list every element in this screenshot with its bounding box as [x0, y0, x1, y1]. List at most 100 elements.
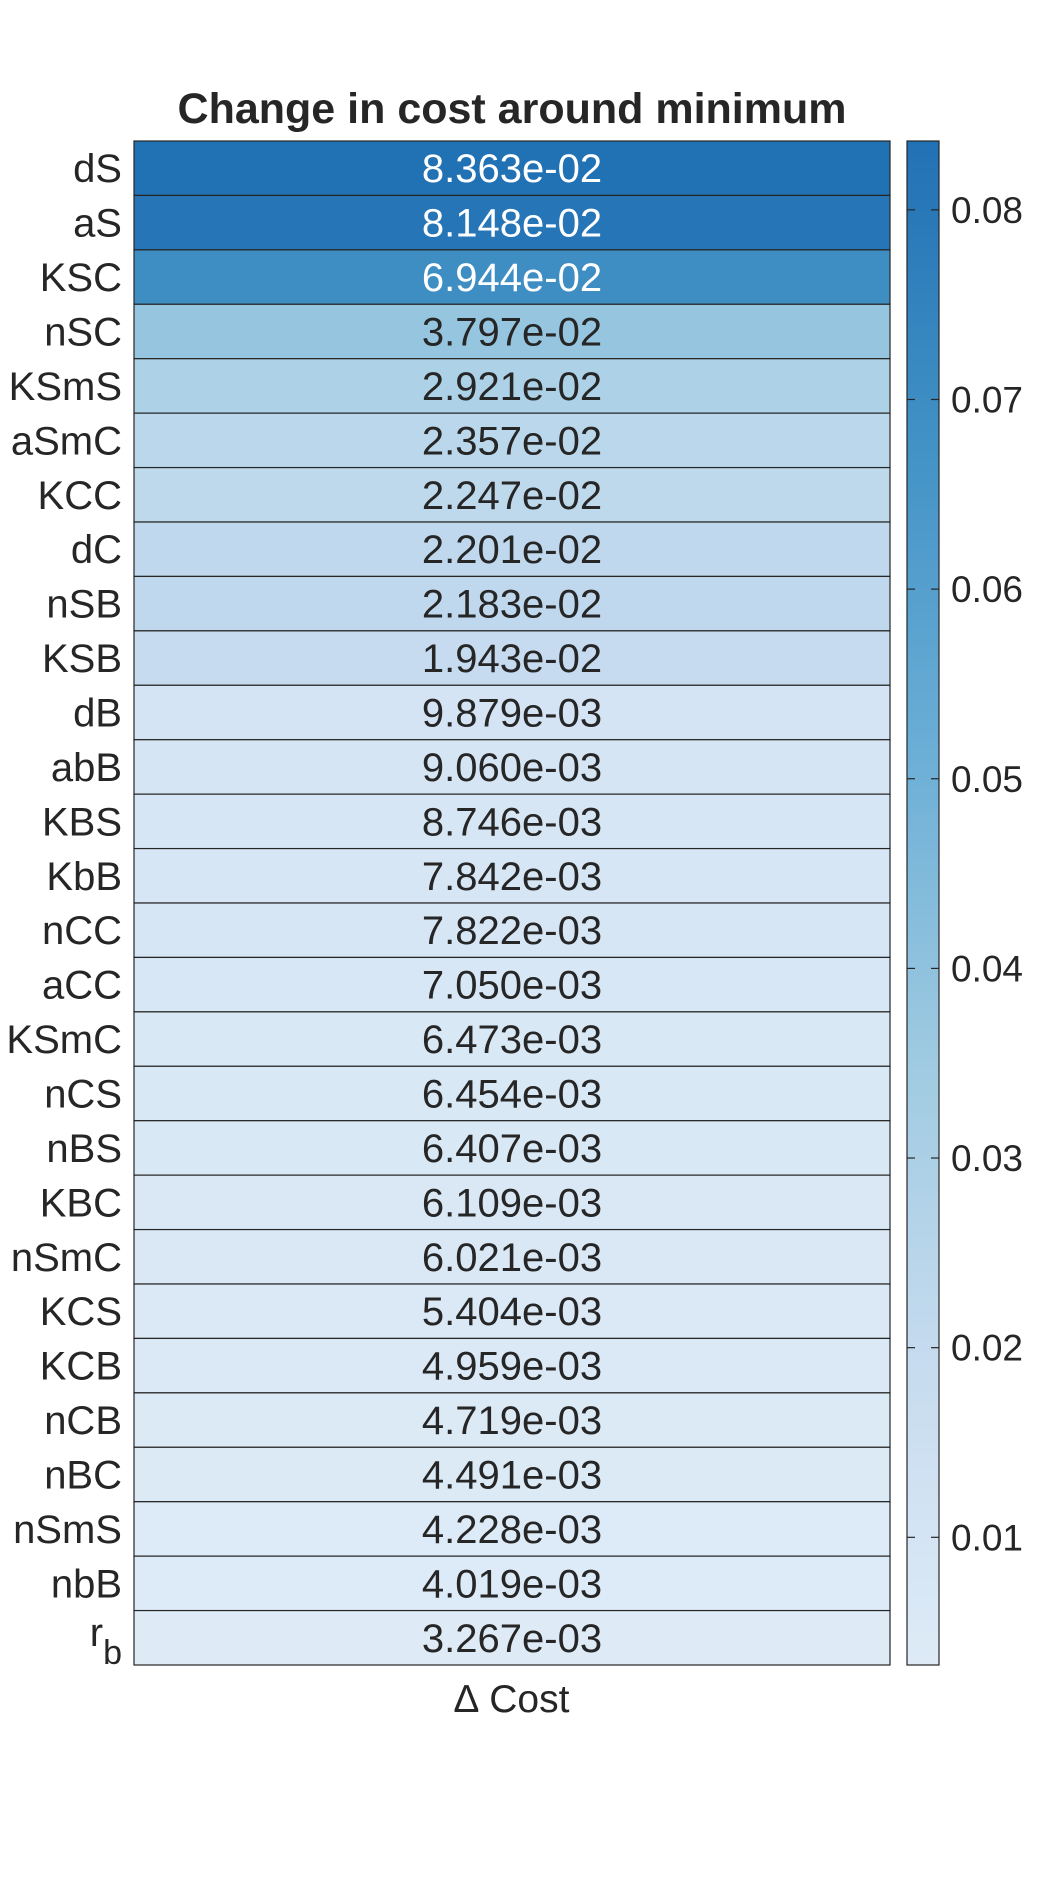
row-label: KbB	[46, 855, 122, 899]
row-label: aSmC	[11, 419, 122, 463]
heatmap-cell	[133, 1283, 891, 1340]
heatmap-cell	[133, 1065, 891, 1122]
heatmap-cell	[133, 1337, 891, 1394]
row-label: KCC	[38, 474, 122, 518]
heatmap-row: 6.021e-03	[133, 1228, 891, 1285]
heatmap-cell	[133, 1011, 891, 1067]
row-label: nBC	[44, 1454, 122, 1498]
row-label: nSmS	[13, 1508, 122, 1552]
row-label: nCS	[44, 1073, 122, 1117]
heatmap-row: 8.148e-02	[133, 194, 891, 251]
heatmap-row: 6.109e-03	[133, 1174, 891, 1231]
cell-value-label: 8.746e-03	[422, 800, 602, 844]
cell-value-label: 1.943e-02	[422, 637, 602, 681]
cell-value-label: 6.109e-03	[422, 1181, 602, 1225]
colorbar-bar	[906, 140, 940, 1666]
row-label: KCB	[40, 1345, 122, 1389]
row-label: nSC	[44, 311, 122, 355]
heatmap-row: 4.959e-03	[133, 1337, 891, 1394]
colorbar: 0.01 0.02 0.03 0.04 0.05 0.06 0.07 0.08	[906, 140, 1023, 1666]
heatmap-cell	[133, 793, 891, 850]
cell-value-label: 8.363e-02	[422, 147, 602, 191]
cell-value-label: 6.407e-03	[422, 1127, 602, 1171]
x-axis-label: ∆ Cost	[455, 1678, 570, 1721]
heatmap-cell	[133, 521, 891, 578]
row-label: KSC	[40, 256, 122, 300]
heatmap-cell	[133, 1555, 891, 1612]
cell-value-label: 2.921e-02	[422, 365, 602, 409]
row-label: KSmS	[9, 365, 122, 409]
colorbar-tick-label: 0.02	[951, 1328, 1023, 1369]
heatmap-row: 5.404e-03	[133, 1283, 891, 1340]
heatmap-cell	[133, 739, 891, 795]
heatmap-cell	[133, 956, 891, 1013]
row-label: dC	[71, 528, 122, 572]
heatmap-row: 3.267e-03	[133, 1609, 891, 1666]
heatmap-cells: 8.363e-02 8.148e-02 6.944e-02 3.797e-02 2.92…	[133, 140, 891, 1666]
row-label: nSB	[46, 583, 122, 627]
colorbar-tick-label: 0.04	[951, 948, 1023, 989]
heatmap-cell	[133, 412, 891, 469]
row-label: rb	[90, 1611, 122, 1672]
heatmap-cell	[133, 140, 891, 197]
cell-value-label: 5.404e-03	[422, 1290, 602, 1334]
row-label: abB	[51, 746, 122, 790]
cell-value-label: 7.822e-03	[422, 909, 602, 953]
row-label: nCB	[44, 1399, 122, 1443]
cell-value-label: 4.719e-03	[422, 1399, 602, 1443]
heatmap-cell	[133, 1228, 891, 1285]
cell-value-label: 2.247e-02	[422, 474, 602, 518]
row-label: KSmC	[6, 1018, 122, 1062]
heatmap-row: 2.183e-02	[133, 575, 891, 632]
cell-value-label: 2.183e-02	[422, 583, 602, 627]
heatmap-row: 3.797e-02	[133, 303, 891, 360]
row-label: aCC	[42, 964, 122, 1008]
cell-value-label: 2.201e-02	[422, 528, 602, 572]
heatmap-row: 7.822e-03	[133, 902, 891, 959]
heatmap-row: 2.921e-02	[133, 358, 891, 414]
heatmap-row: 9.060e-03	[133, 739, 891, 795]
row-label: aS	[73, 202, 122, 246]
heatmap-cell	[133, 194, 891, 251]
heatmap-row: 2.201e-02	[133, 521, 891, 578]
row-labels: dS aS KSC nSC KSmS aSmC KCC dC nSB KSB dB abB KBS KbB…	[6, 147, 122, 1672]
heatmap-row: 8.746e-03	[133, 793, 891, 850]
heatmap-row: 2.357e-02	[133, 412, 891, 469]
heatmap-cell	[133, 1174, 891, 1231]
cell-value-label: 9.060e-03	[422, 746, 602, 790]
heatmap-row: 6.473e-03	[133, 1011, 891, 1067]
cell-value-label: 6.473e-03	[422, 1018, 602, 1062]
heatmap-row: 8.363e-02	[133, 140, 891, 197]
cell-value-label: 7.050e-03	[422, 964, 602, 1008]
row-label: nSmC	[11, 1236, 122, 1280]
heatmap-cell	[133, 249, 891, 305]
row-label: KBC	[40, 1181, 122, 1225]
cell-value-label: 9.879e-03	[422, 692, 602, 736]
chart-title: Change in cost around minimum	[178, 85, 847, 133]
colorbar-tick-label: 0.01	[951, 1517, 1023, 1558]
colorbar-tick-label: 0.05	[951, 759, 1023, 800]
cell-value-label: 4.228e-03	[422, 1508, 602, 1552]
row-label: nCC	[42, 909, 122, 953]
heatmap-row: 4.228e-03	[133, 1501, 891, 1557]
heatmap-row: 6.944e-02	[133, 249, 891, 305]
heatmap-cell	[133, 1446, 891, 1503]
heatmap-cell	[133, 684, 891, 741]
heatmap-row: 6.407e-03	[133, 1120, 891, 1176]
heatmap-row: 4.491e-03	[133, 1446, 891, 1503]
cell-value-label: 4.019e-03	[422, 1562, 602, 1606]
colorbar-tick-label: 0.07	[951, 379, 1023, 420]
colorbar-tick-label: 0.08	[951, 190, 1023, 231]
heatmap-cell	[133, 847, 891, 904]
heatmap-row: 9.879e-03	[133, 684, 891, 741]
cell-value-label: 4.959e-03	[422, 1345, 602, 1389]
heatmap-cell	[133, 630, 891, 686]
row-label: nbB	[51, 1562, 122, 1606]
heatmap-cell	[133, 1501, 891, 1557]
row-label: dB	[73, 692, 122, 736]
cell-value-label: 3.267e-03	[422, 1617, 602, 1661]
cell-value-label: 8.148e-02	[422, 202, 602, 246]
row-label: nBS	[46, 1127, 122, 1171]
heatmap-row: 4.019e-03	[133, 1555, 891, 1612]
